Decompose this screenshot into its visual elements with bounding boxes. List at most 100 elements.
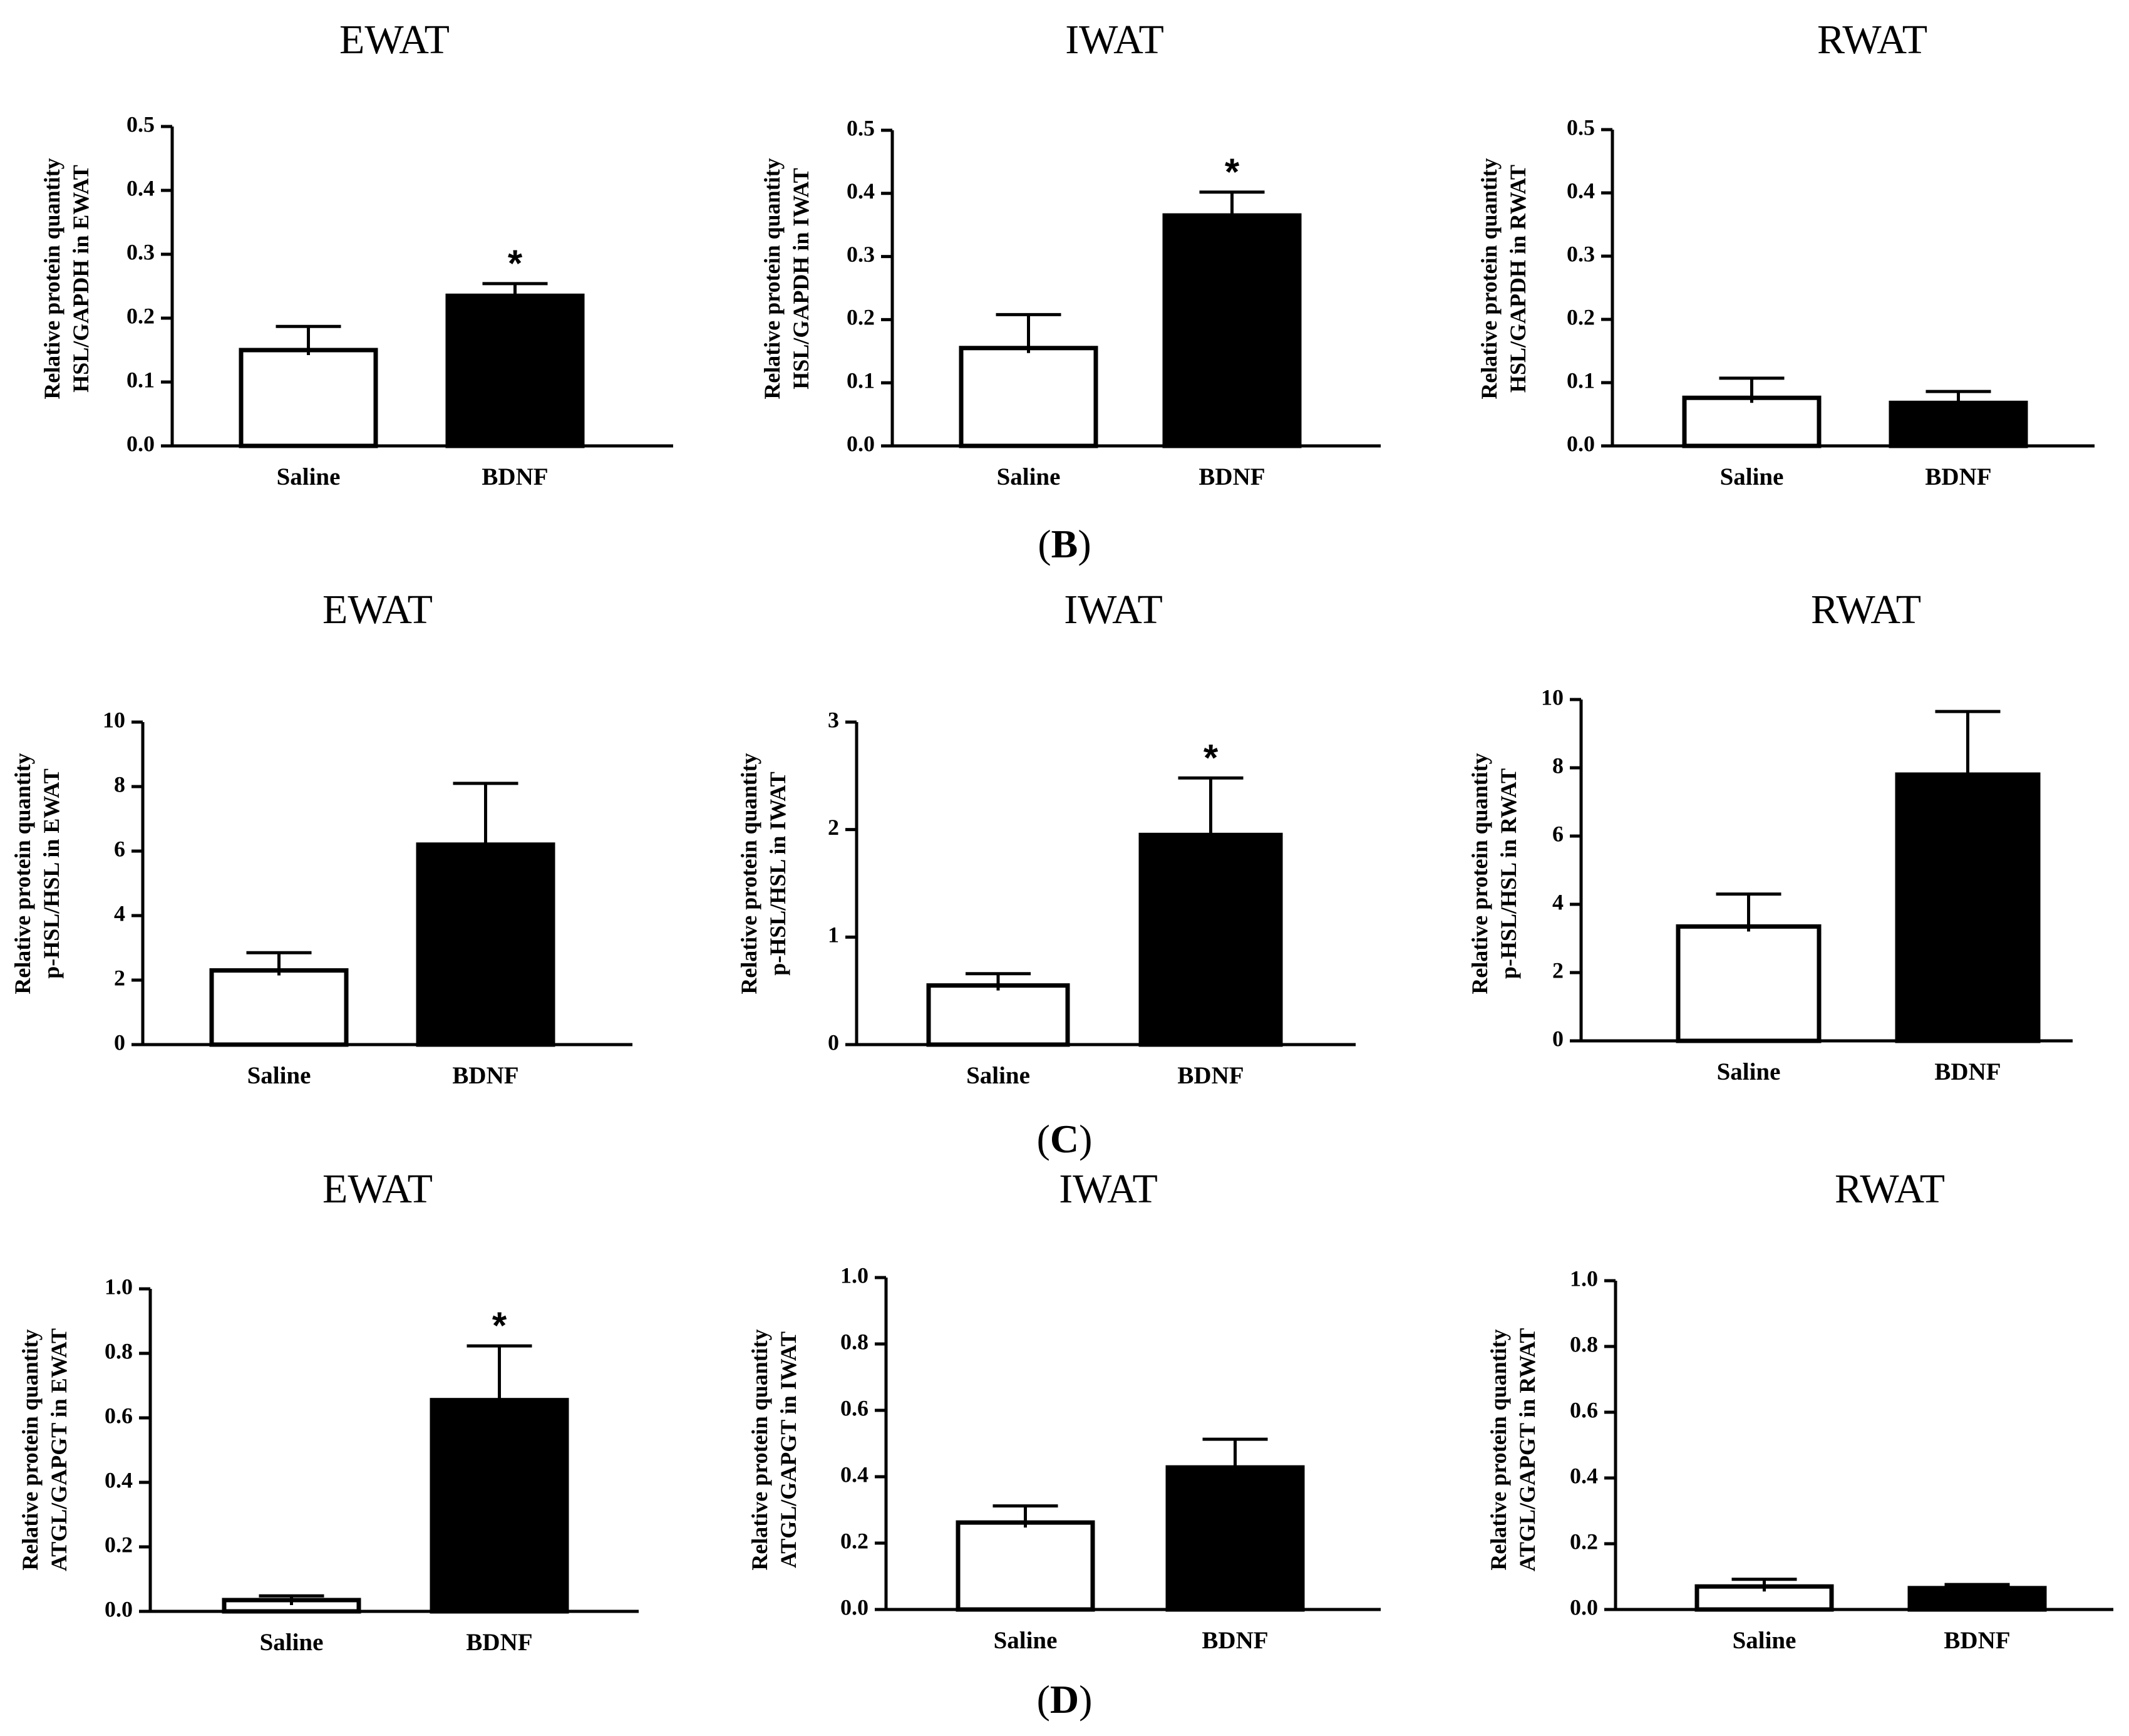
x-category-label-bdnf: BDNF [1177, 1062, 1244, 1089]
x-category-label-saline: Saline [994, 1627, 1058, 1654]
panel-label-b: (B) [1038, 522, 1091, 566]
x-category-label-bdnf: BDNF [1925, 463, 1991, 490]
y-tick-label: 0.3 [1567, 241, 1595, 266]
y-tick-label: 0.2 [105, 1532, 133, 1557]
x-category-label-saline: Saline [1717, 1058, 1781, 1085]
chart-panel-3: RWAT Relative protein quantity HSL/GAPDH i… [1477, 17, 2095, 490]
y-tick-label: 10 [103, 707, 125, 732]
chart-panel-2: IWAT Relative protein quantity HSL/GAPDH i… [760, 17, 1381, 490]
y-tick-label: 8 [1552, 753, 1564, 778]
y-axis-label-line: ATGL/GAPGT in EWAT [46, 1328, 71, 1571]
bar-bdnf [416, 842, 555, 1047]
bar-saline [1682, 395, 1822, 448]
y-tick-label: 0.5 [1567, 115, 1595, 140]
x-category-label-saline: Saline [966, 1062, 1030, 1089]
y-tick-label: 4 [1552, 889, 1564, 914]
x-category-label-saline: Saline [260, 1629, 324, 1656]
y-tick-label: 0.2 [840, 1528, 869, 1553]
y-axis-label-line: ATGL/GAPGT in IWAT [776, 1331, 801, 1568]
y-tick-label: 0.0 [1567, 431, 1595, 456]
y-tick-label: 10 [1541, 685, 1564, 710]
panel-label-close: ) [1079, 1117, 1092, 1161]
y-axis-label: Relative protein quantity p-HSL/HSL in IW… [736, 753, 790, 994]
y-axis-label-line: Relative protein quantity [1486, 1329, 1511, 1570]
y-tick-label: 0.1 [847, 368, 875, 393]
y-axis-label-line: p-HSL/HSL in RWAT [1496, 768, 1521, 979]
x-category-label-bdnf: BDNF [1199, 463, 1265, 490]
chart-panel-1: EWAT Relative protein quantity HSL/GAPDH i… [39, 17, 673, 490]
significance-marker: * [1225, 151, 1240, 193]
panel-label-letter: D [1050, 1677, 1079, 1722]
y-axis-label-line: HSL/GAPDH in IWAT [788, 168, 813, 389]
y-axis-label-line: Relative protein quantity [1467, 753, 1492, 994]
y-tick-label: 2 [114, 965, 125, 990]
chart-title: RWAT [1835, 1166, 1945, 1212]
y-tick-label: 4 [114, 901, 125, 926]
y-tick-label: 0.1 [126, 367, 155, 392]
bar-saline [956, 1520, 1095, 1612]
y-tick-label: 0.4 [1567, 178, 1595, 203]
y-tick-label: 1 [828, 922, 839, 948]
panel-label-close: ) [1079, 1677, 1092, 1722]
y-tick-label: 1.0 [105, 1274, 133, 1299]
y-axis-label-line: Relative protein quantity [747, 1329, 772, 1570]
bar-bdnf [1162, 213, 1302, 448]
chart-title: IWAT [1065, 17, 1164, 63]
y-axis-label-line: Relative protein quantity [760, 158, 785, 399]
chart-panel-6: RWAT Relative protein quantity p-HSL/HSL i… [1467, 587, 2073, 1085]
panel-label-open: ( [1038, 522, 1051, 566]
panel-label-letter: B [1051, 522, 1078, 566]
chart-title: RWAT [1811, 587, 1921, 633]
y-tick-label: 0.0 [840, 1594, 869, 1620]
x-category-label-bdnf: BDNF [466, 1629, 532, 1656]
x-category-label-saline: Saline [247, 1062, 311, 1089]
y-axis-label-line: HSL/GAPDH in RWAT [1505, 165, 1530, 393]
y-axis-label: Relative protein quantity ATGL/GAPGT in E… [18, 1328, 71, 1571]
y-tick-label: 0.0 [847, 431, 875, 456]
y-axis-label-line: p-HSL/HSL in IWAT [765, 772, 790, 975]
x-category-label-saline: Saline [1733, 1627, 1797, 1654]
y-tick-label: 0 [114, 1030, 125, 1055]
panel-label-d: (D) [1037, 1677, 1093, 1722]
y-axis-label: Relative protein quantity ATGL/GAPGT in R… [1486, 1328, 1540, 1572]
chart-title: IWAT [1064, 587, 1163, 633]
chart-title: RWAT [1817, 17, 1927, 63]
panel-label-close: ) [1078, 522, 1091, 566]
y-tick-label: 0.5 [126, 111, 155, 137]
y-tick-label: 0.6 [1570, 1397, 1598, 1422]
bar-bdnf [430, 1398, 569, 1614]
x-category-label-bdnf: BDNF [452, 1062, 518, 1089]
y-tick-label: 0 [1552, 1026, 1564, 1051]
y-tick-label: 0.3 [126, 239, 155, 264]
y-tick-label: 0.4 [126, 175, 155, 200]
chart-title: EWAT [339, 17, 450, 63]
chart-title: EWAT [322, 1166, 433, 1212]
y-tick-label: 0.1 [1567, 368, 1595, 393]
y-axis-label: Relative protein quantity HSL/GAPDH in EW… [39, 158, 93, 399]
panel-label-c: (C) [1037, 1117, 1093, 1161]
y-axis-label-line: p-HSL/HSL in EWAT [39, 768, 64, 978]
y-axis-label-line: HSL/GAPDH in EWAT [68, 165, 93, 392]
y-tick-label: 0.6 [840, 1395, 869, 1420]
significance-marker: * [508, 242, 523, 284]
y-tick-label: 6 [1552, 821, 1564, 846]
y-tick-label: 2 [1552, 958, 1564, 983]
y-axis-label: Relative protein quantity p-HSL/HSL in EW… [10, 753, 64, 994]
chart-panel-7: EWAT Relative protein quantity ATGL/GAPGT … [18, 1166, 639, 1656]
bar-saline [1676, 924, 1822, 1043]
x-category-label-bdnf: BDNF [482, 463, 548, 490]
panel-label-open: ( [1037, 1677, 1050, 1722]
y-tick-label: 1.0 [1570, 1266, 1598, 1291]
bar-saline [239, 348, 378, 448]
y-axis-label-line: Relative protein quantity [18, 1329, 43, 1570]
x-category-label-saline: Saline [997, 463, 1061, 490]
y-tick-label: 0.4 [105, 1467, 133, 1492]
y-tick-label: 0.8 [840, 1329, 869, 1354]
bar-saline [209, 968, 349, 1047]
y-tick-label: 8 [114, 772, 125, 797]
y-tick-label: 0.2 [1567, 304, 1595, 329]
y-tick-label: 0.4 [1570, 1463, 1598, 1488]
x-category-label-bdnf: BDNF [1202, 1627, 1268, 1654]
y-tick-label: 0.0 [126, 431, 155, 456]
